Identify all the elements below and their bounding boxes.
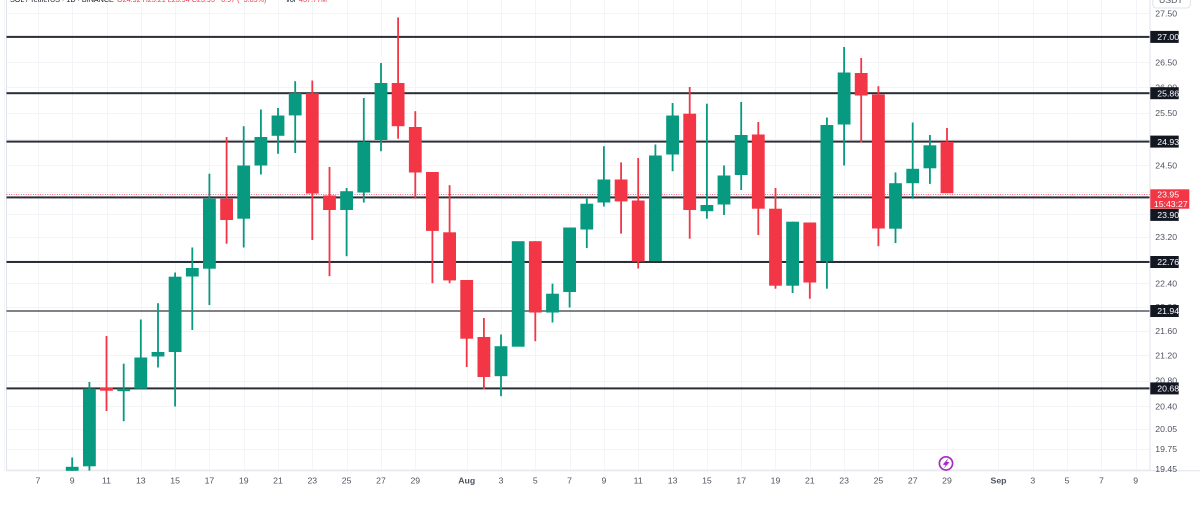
svg-text:21: 21 — [273, 476, 283, 486]
svg-text:27: 27 — [376, 476, 386, 486]
svg-text:25: 25 — [342, 476, 352, 486]
svg-text:437.77M: 437.77M — [299, 0, 327, 4]
svg-text:USDT: USDT — [1159, 0, 1183, 5]
svg-text:25.86: 25.86 — [1157, 88, 1179, 98]
svg-text:25: 25 — [874, 476, 884, 486]
svg-text:20.80: 20.80 — [1155, 376, 1177, 386]
svg-text:O24.92 H25.21 L23.94 C23.95 −0: O24.92 H25.21 L23.94 C23.95 −0.97 (−3.89… — [117, 0, 266, 4]
svg-text:9: 9 — [1133, 476, 1138, 486]
svg-text:29: 29 — [942, 476, 952, 486]
svg-text:11: 11 — [102, 476, 111, 486]
svg-text:19.75: 19.75 — [1155, 444, 1177, 454]
svg-text:13: 13 — [668, 476, 678, 486]
svg-text:5: 5 — [1065, 476, 1070, 486]
svg-text:29: 29 — [410, 476, 420, 486]
svg-text:7: 7 — [567, 476, 572, 486]
svg-text:15: 15 — [702, 476, 712, 486]
svg-text:19: 19 — [239, 476, 249, 486]
svg-text:27: 27 — [908, 476, 918, 486]
svg-text:21.60: 21.60 — [1155, 326, 1177, 336]
svg-text:17: 17 — [736, 476, 746, 486]
svg-text:Sep: Sep — [991, 476, 1007, 486]
svg-text:3: 3 — [499, 476, 504, 486]
svg-text:3: 3 — [1030, 476, 1035, 486]
svg-text:7: 7 — [35, 476, 40, 486]
svg-text:20.40: 20.40 — [1155, 401, 1177, 411]
svg-text:24.93: 24.93 — [1157, 137, 1179, 147]
svg-text:17: 17 — [205, 476, 215, 486]
svg-text:Vol: Vol — [286, 0, 296, 4]
svg-text:19.45: 19.45 — [1155, 464, 1177, 474]
svg-text:9: 9 — [601, 476, 606, 486]
svg-text:23: 23 — [839, 476, 849, 486]
svg-text:SOL / TetherUS · 1D · BINANCE: SOL / TetherUS · 1D · BINANCE — [10, 0, 114, 4]
svg-text:26.50: 26.50 — [1155, 57, 1177, 67]
svg-text:15: 15 — [170, 476, 180, 486]
svg-text:21.94: 21.94 — [1157, 306, 1179, 316]
svg-text:5: 5 — [533, 476, 538, 486]
svg-text:21.20: 21.20 — [1155, 351, 1177, 361]
svg-text:25.50: 25.50 — [1155, 108, 1177, 118]
svg-text:15:43:27: 15:43:27 — [1154, 199, 1188, 209]
svg-text:9: 9 — [70, 476, 75, 486]
svg-text:23.90: 23.90 — [1157, 210, 1179, 220]
svg-text:23.20: 23.20 — [1155, 232, 1177, 242]
svg-text:7: 7 — [1099, 476, 1104, 486]
svg-text:22.76: 22.76 — [1157, 257, 1179, 267]
svg-text:27.50: 27.50 — [1155, 9, 1177, 19]
svg-text:24.50: 24.50 — [1155, 160, 1177, 170]
svg-text:Aug: Aug — [458, 476, 475, 486]
svg-text:21: 21 — [805, 476, 815, 486]
svg-text:13: 13 — [136, 476, 146, 486]
svg-text:23.95: 23.95 — [1157, 190, 1179, 200]
svg-text:20.68: 20.68 — [1157, 384, 1179, 394]
svg-text:22.40: 22.40 — [1155, 278, 1177, 288]
svg-text:11: 11 — [634, 476, 643, 486]
svg-text:20.05: 20.05 — [1155, 424, 1177, 434]
svg-text:27.00: 27.00 — [1157, 32, 1179, 42]
svg-text:19: 19 — [771, 476, 781, 486]
svg-text:23: 23 — [307, 476, 317, 486]
